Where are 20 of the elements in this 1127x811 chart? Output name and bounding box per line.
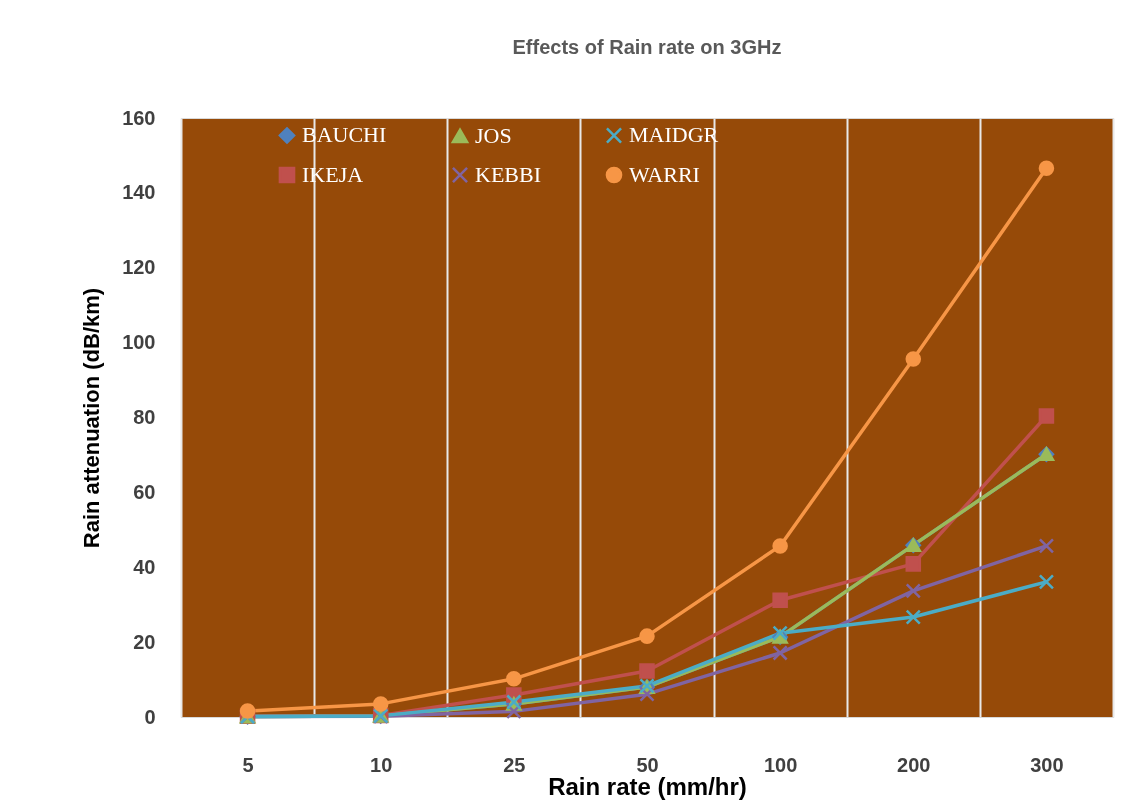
x-tick-label: 10 (370, 753, 393, 776)
y-tick-label: 60 (133, 480, 156, 503)
x-tick-label: 5 (242, 753, 254, 776)
legend-label: WARRI (629, 162, 700, 187)
legend-label: KEBBI (475, 162, 541, 187)
y-tick-label: 120 (122, 256, 156, 279)
y-tick-label: 100 (122, 331, 156, 354)
y-tick-label: 160 (122, 106, 156, 129)
y-tick-label: 80 (133, 406, 156, 428)
x-tick-label: 25 (503, 753, 526, 776)
y-tick-label: 20 (133, 630, 156, 653)
y-tick-label: 0 (144, 705, 156, 728)
legend-label: JOS (475, 122, 512, 148)
x-tick-label: 200 (897, 753, 931, 776)
y-tick-label: 140 (122, 181, 156, 204)
chart-title: Effects of Rain rate on 3GHz (512, 36, 782, 58)
y-axis-title: Rain attenuation (dB/km) (79, 287, 105, 549)
x-tick-label: 300 (1030, 753, 1064, 776)
y-tick-label: 40 (133, 555, 156, 578)
x-tick-label: 100 (763, 753, 798, 776)
